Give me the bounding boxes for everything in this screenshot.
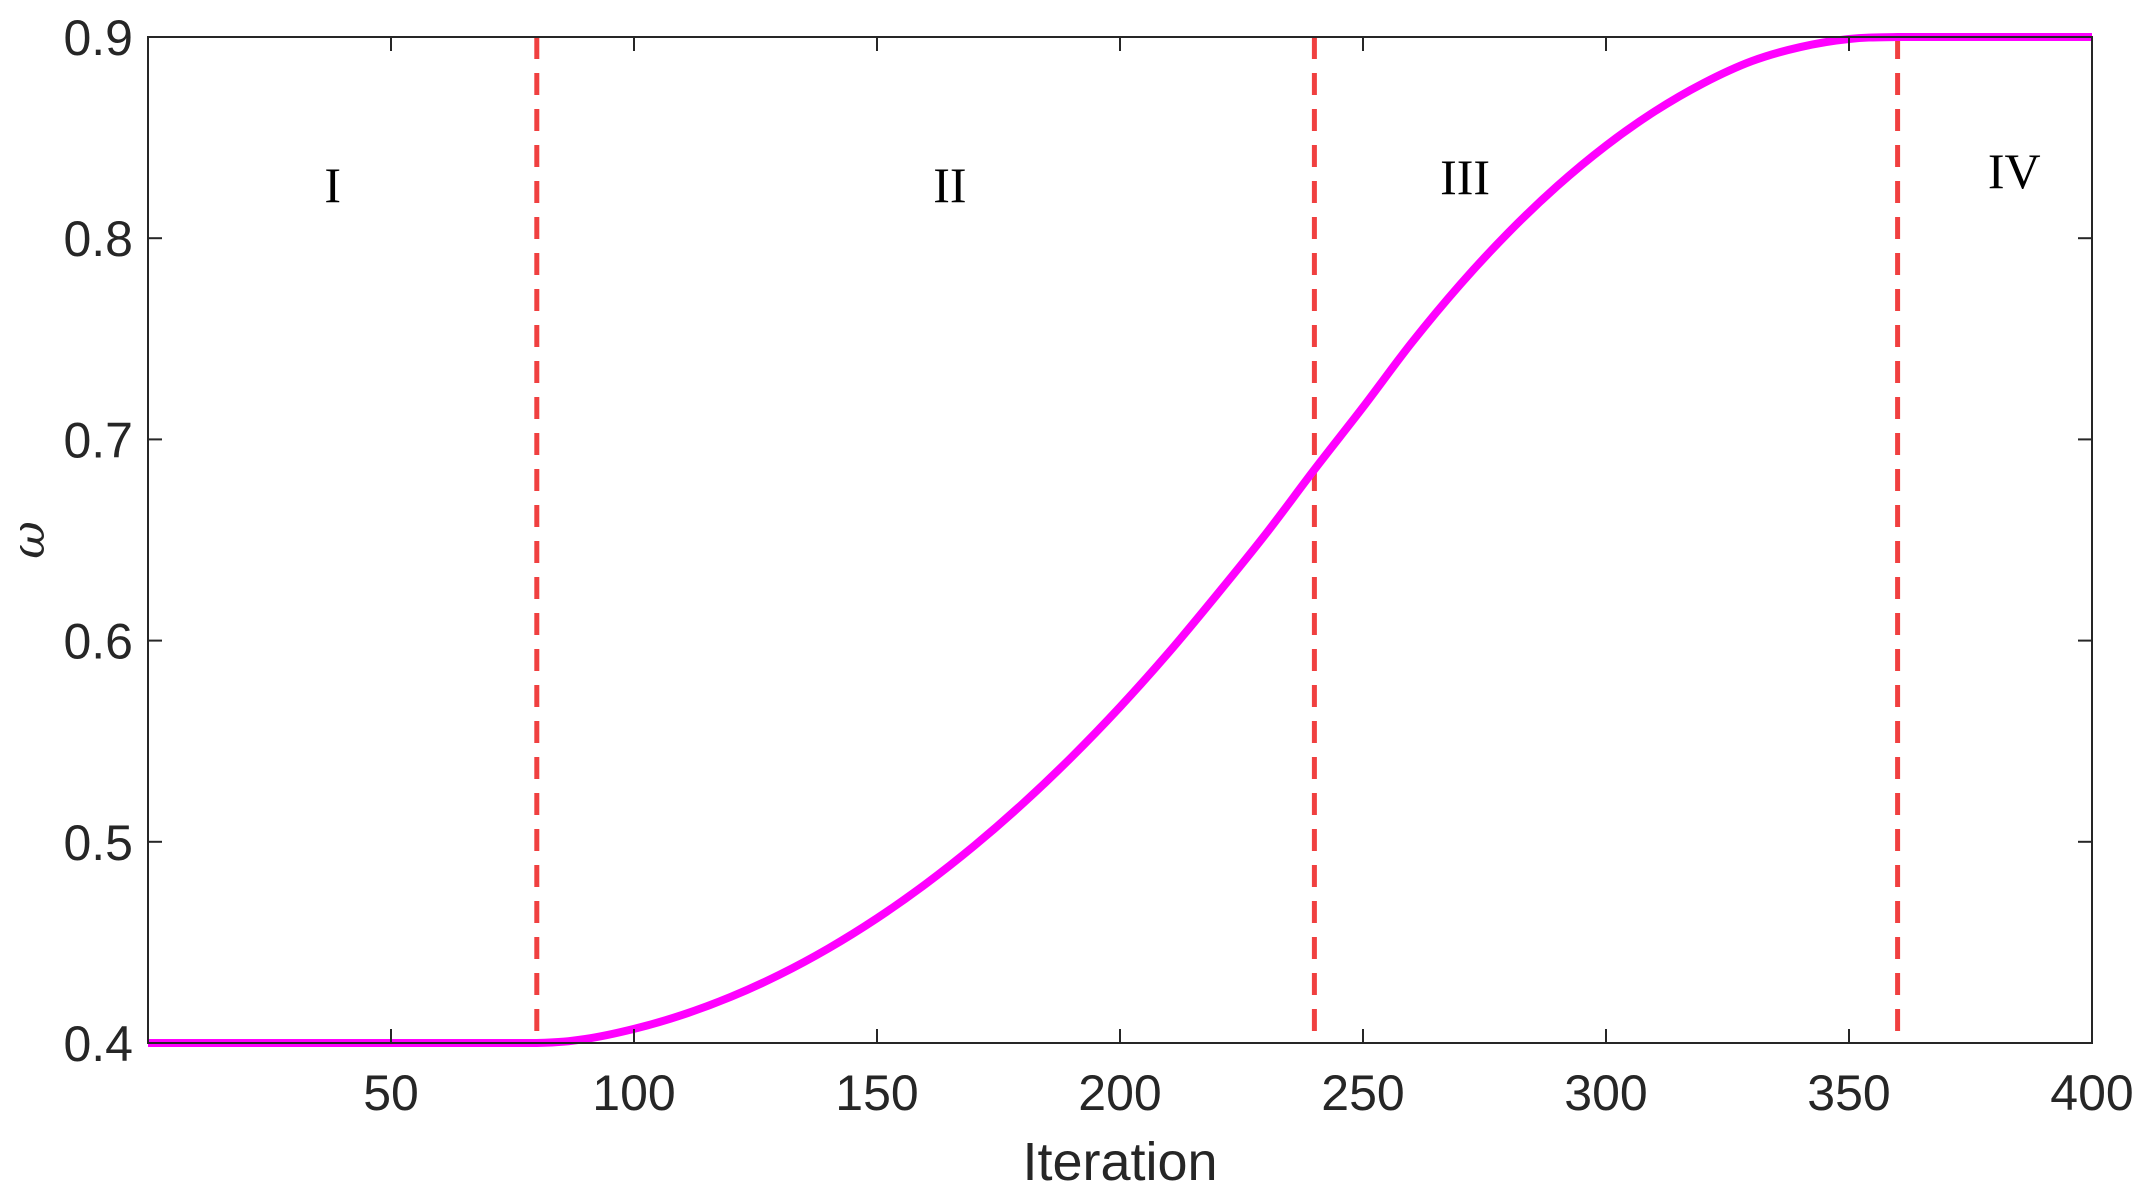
axis-ticks: 50 100 150 200 250 300 350 400 0.4 0.5 0.6 0.7 0.8 0.… xyxy=(63,10,2133,1121)
region-label: IV xyxy=(1988,143,2041,199)
y-tick-label: 0.6 xyxy=(63,614,133,670)
y-tick-label: 0.9 xyxy=(63,10,133,66)
x-tick-label: 100 xyxy=(592,1065,675,1121)
region-divider-lines xyxy=(534,37,1901,1043)
region-labels: I II III IV xyxy=(324,143,2040,213)
x-tick-label: 300 xyxy=(1564,1065,1647,1121)
x-axis-label: Iteration xyxy=(1022,1132,1217,1192)
omega-curve xyxy=(148,32,2092,1048)
x-tick-label: 250 xyxy=(1321,1065,1404,1121)
x-tick-label: 350 xyxy=(1807,1065,1890,1121)
region-label: II xyxy=(933,157,966,213)
y-tick-label: 0.8 xyxy=(63,211,133,267)
y-tick-label: 0.4 xyxy=(63,1016,133,1072)
region-label: III xyxy=(1440,149,1490,205)
y-tick-label: 0.7 xyxy=(63,412,133,468)
series-layer xyxy=(148,32,2092,1048)
x-tick-label: 400 xyxy=(2050,1065,2133,1121)
y-axis-label: ω xyxy=(1,521,55,559)
plot-area-background xyxy=(148,37,2092,1043)
y-tick-label: 0.5 xyxy=(63,815,133,871)
x-tick-label: 150 xyxy=(835,1065,918,1121)
region-label: I xyxy=(324,157,341,213)
x-tick-label: 50 xyxy=(363,1065,419,1121)
x-tick-label: 200 xyxy=(1078,1065,1161,1121)
